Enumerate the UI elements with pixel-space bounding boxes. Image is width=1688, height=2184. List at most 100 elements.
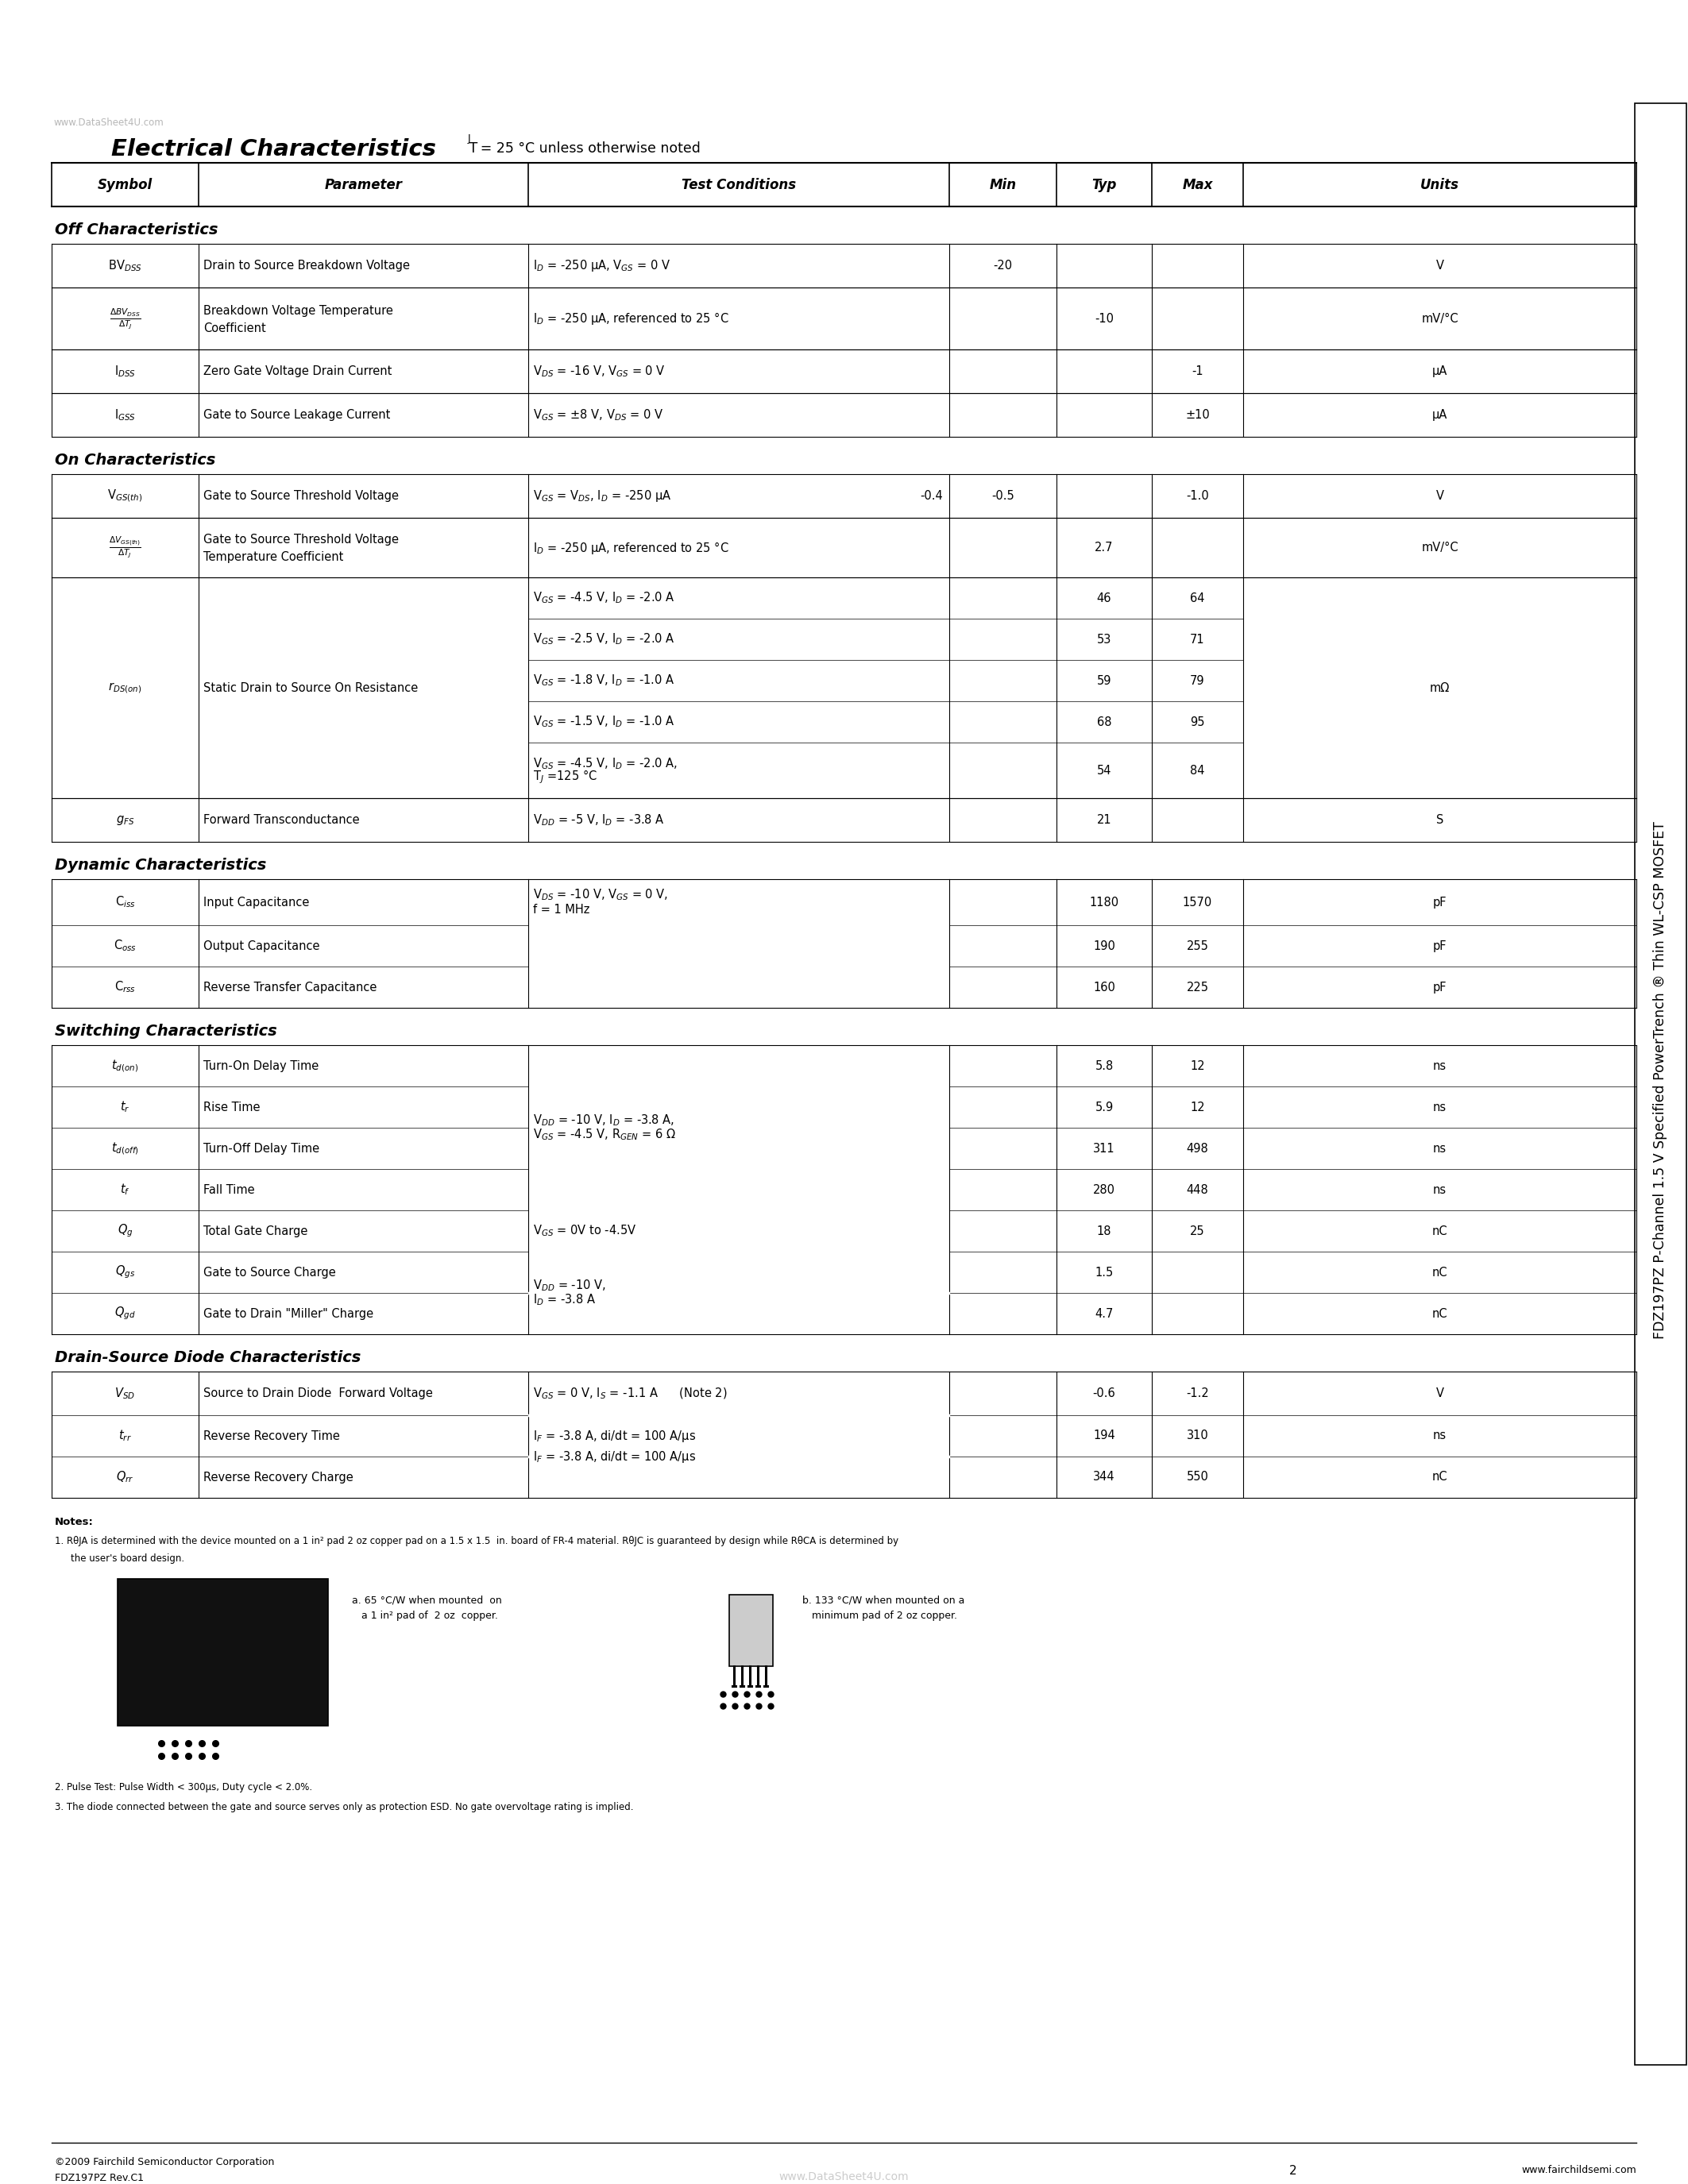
Text: 5.8: 5.8: [1096, 1059, 1114, 1072]
Text: t$_{d(off)}$: t$_{d(off)}$: [111, 1140, 138, 1155]
Text: 2.7: 2.7: [1096, 542, 1114, 553]
Text: 344: 344: [1094, 1472, 1116, 1483]
Text: C$_{rss}$: C$_{rss}$: [115, 981, 135, 994]
Text: Input Capacitance: Input Capacitance: [203, 895, 309, 909]
Text: Gate to Source Threshold Voltage: Gate to Source Threshold Voltage: [203, 489, 398, 502]
Text: V$_{GS}$ = 0V to -4.5V: V$_{GS}$ = 0V to -4.5V: [533, 1223, 636, 1238]
Text: 1.5: 1.5: [1096, 1267, 1114, 1278]
Text: nC: nC: [1431, 1267, 1448, 1278]
Text: V$_{SD}$: V$_{SD}$: [115, 1387, 135, 1400]
Text: V$_{GS}$ = ±8 V, V$_{DS}$ = 0 V: V$_{GS}$ = ±8 V, V$_{DS}$ = 0 V: [533, 408, 663, 422]
Text: g$_{FS}$: g$_{FS}$: [116, 815, 135, 826]
Text: Off Characteristics: Off Characteristics: [54, 223, 218, 238]
Text: -1.2: -1.2: [1187, 1387, 1209, 1400]
Text: V$_{GS}$ = -4.5 V, I$_D$ = -2.0 A,: V$_{GS}$ = -4.5 V, I$_D$ = -2.0 A,: [533, 756, 677, 771]
Bar: [1634, 103, 1686, 2064]
Text: Turn-On Delay Time: Turn-On Delay Time: [203, 1059, 319, 1072]
Text: Reverse Recovery Time: Reverse Recovery Time: [203, 1431, 339, 1441]
Text: Q$_{gd}$: Q$_{gd}$: [115, 1306, 135, 1321]
Text: 95: 95: [1190, 716, 1205, 727]
Text: Temperature Coefficient: Temperature Coefficient: [203, 550, 343, 563]
Text: 68: 68: [1097, 716, 1111, 727]
Text: 54: 54: [1097, 764, 1111, 775]
Text: nC: nC: [1431, 1225, 1448, 1236]
Text: $\frac{\Delta V_{GS(th)}}{\Delta T_J}$: $\frac{\Delta V_{GS(th)}}{\Delta T_J}$: [108, 535, 142, 559]
Text: Switching Characteristics: Switching Characteristics: [54, 1024, 277, 1040]
Text: pF: pF: [1433, 895, 1447, 909]
Text: Turn-Off Delay Time: Turn-Off Delay Time: [203, 1142, 319, 1155]
Text: V$_{GS}$ = V$_{DS}$, I$_D$ = -250 μA: V$_{GS}$ = V$_{DS}$, I$_D$ = -250 μA: [533, 489, 672, 505]
Text: I$_{GSS}$: I$_{GSS}$: [115, 408, 135, 422]
Text: Forward Transconductance: Forward Transconductance: [203, 815, 360, 826]
Text: 1570: 1570: [1183, 895, 1212, 909]
Text: Notes:: Notes:: [54, 1518, 93, 1527]
Text: pF: pF: [1433, 939, 1447, 952]
Text: ±10: ±10: [1185, 408, 1210, 422]
Text: 1180: 1180: [1089, 895, 1119, 909]
Text: mΩ: mΩ: [1430, 681, 1450, 695]
Text: nC: nC: [1431, 1472, 1448, 1483]
Text: V$_{DS}$ = -10 V, V$_{GS}$ = 0 V,: V$_{DS}$ = -10 V, V$_{GS}$ = 0 V,: [533, 887, 668, 902]
Text: FDZ197PZ Rev.C1: FDZ197PZ Rev.C1: [54, 2173, 143, 2184]
Text: $\frac{\Delta BV_{DSS}}{\Delta T_J}$: $\frac{\Delta BV_{DSS}}{\Delta T_J}$: [110, 306, 140, 330]
Text: 53: 53: [1097, 633, 1111, 644]
Text: Symbol: Symbol: [98, 177, 152, 192]
Text: V: V: [1436, 489, 1443, 502]
Text: V: V: [1436, 1387, 1443, 1400]
Text: I$_{DSS}$: I$_{DSS}$: [115, 365, 135, 378]
Text: pF: pF: [1433, 981, 1447, 994]
Text: V$_{GS}$ = -2.5 V, I$_D$ = -2.0 A: V$_{GS}$ = -2.5 V, I$_D$ = -2.0 A: [533, 631, 675, 646]
Text: Q$_{gs}$: Q$_{gs}$: [115, 1265, 135, 1280]
Text: ns: ns: [1433, 1184, 1447, 1195]
Text: b. 133 °C/W when mounted on a: b. 133 °C/W when mounted on a: [802, 1594, 964, 1605]
Text: ©2009 Fairchild Semiconductor Corporation: ©2009 Fairchild Semiconductor Corporatio…: [54, 2158, 275, 2167]
Text: a 1 in² pad of  2 oz  copper.: a 1 in² pad of 2 oz copper.: [351, 1610, 498, 1621]
Text: 64: 64: [1190, 592, 1205, 605]
Text: r$_{DS(on)}$: r$_{DS(on)}$: [108, 681, 142, 695]
Text: Total Gate Charge: Total Gate Charge: [203, 1225, 307, 1236]
Text: C$_{iss}$: C$_{iss}$: [115, 895, 135, 909]
Text: I$_D$ = -250 μA, V$_{GS}$ = 0 V: I$_D$ = -250 μA, V$_{GS}$ = 0 V: [533, 258, 670, 273]
Text: 79: 79: [1190, 675, 1205, 686]
Text: I$_F$ = -3.8 A, di/dt = 100 A/μs: I$_F$ = -3.8 A, di/dt = 100 A/μs: [533, 1448, 695, 1463]
Text: Gate to Source Leakage Current: Gate to Source Leakage Current: [203, 408, 390, 422]
Text: μA: μA: [1431, 408, 1448, 422]
Text: www.fairchildsemi.com: www.fairchildsemi.com: [1521, 2164, 1636, 2175]
Text: Drain-Source Diode Characteristics: Drain-Source Diode Characteristics: [54, 1350, 361, 1365]
Text: J: J: [468, 133, 471, 144]
Text: 59: 59: [1097, 675, 1111, 686]
Text: Coefficient: Coefficient: [203, 321, 267, 334]
Text: 25: 25: [1190, 1225, 1205, 1236]
Text: V$_{DS}$ = -16 V, V$_{GS}$ = 0 V: V$_{DS}$ = -16 V, V$_{GS}$ = 0 V: [533, 365, 665, 378]
Text: 84: 84: [1190, 764, 1205, 775]
Text: -0.4: -0.4: [920, 489, 944, 502]
Text: -1.0: -1.0: [1187, 489, 1209, 502]
Text: V$_{GS}$ = -1.8 V, I$_D$ = -1.0 A: V$_{GS}$ = -1.8 V, I$_D$ = -1.0 A: [533, 673, 675, 688]
Text: I$_D$ = -250 μA, referenced to 25 °C: I$_D$ = -250 μA, referenced to 25 °C: [533, 310, 729, 325]
Text: Max: Max: [1182, 177, 1212, 192]
Text: t$_f$: t$_f$: [120, 1182, 130, 1197]
Text: -0.6: -0.6: [1092, 1387, 1116, 1400]
Text: nC: nC: [1431, 1308, 1448, 1319]
Text: Gate to Source Charge: Gate to Source Charge: [203, 1267, 336, 1278]
Text: 310: 310: [1187, 1431, 1209, 1441]
Text: 46: 46: [1097, 592, 1111, 605]
Text: 12: 12: [1190, 1059, 1205, 1072]
Text: T = 25 °C unless otherwise noted: T = 25 °C unless otherwise noted: [464, 142, 701, 155]
Text: I$_F$ = -3.8 A, di/dt = 100 A/μs: I$_F$ = -3.8 A, di/dt = 100 A/μs: [533, 1428, 695, 1444]
Text: -10: -10: [1094, 312, 1114, 325]
Text: t$_{d(on)}$: t$_{d(on)}$: [111, 1057, 138, 1075]
Text: 160: 160: [1094, 981, 1116, 994]
Text: V$_{GS}$ = -4.5 V, I$_D$ = -2.0 A: V$_{GS}$ = -4.5 V, I$_D$ = -2.0 A: [533, 590, 675, 605]
Text: a. 65 °C/W when mounted  on: a. 65 °C/W when mounted on: [351, 1594, 501, 1605]
Text: 498: 498: [1187, 1142, 1209, 1155]
Text: V$_{DD}$ = -10 V,: V$_{DD}$ = -10 V,: [533, 1278, 606, 1293]
Text: V: V: [1436, 260, 1443, 271]
Text: μA: μA: [1431, 365, 1448, 378]
Text: I$_D$ = -250 μA, referenced to 25 °C: I$_D$ = -250 μA, referenced to 25 °C: [533, 539, 729, 555]
Text: mV/°C: mV/°C: [1421, 312, 1458, 325]
Text: V$_{DD}$ = -5 V, I$_D$ = -3.8 A: V$_{DD}$ = -5 V, I$_D$ = -3.8 A: [533, 812, 665, 828]
Text: t$_r$: t$_r$: [120, 1101, 130, 1114]
Bar: [729, 1594, 773, 1666]
Text: www.DataSheet4U.com: www.DataSheet4U.com: [54, 118, 164, 129]
